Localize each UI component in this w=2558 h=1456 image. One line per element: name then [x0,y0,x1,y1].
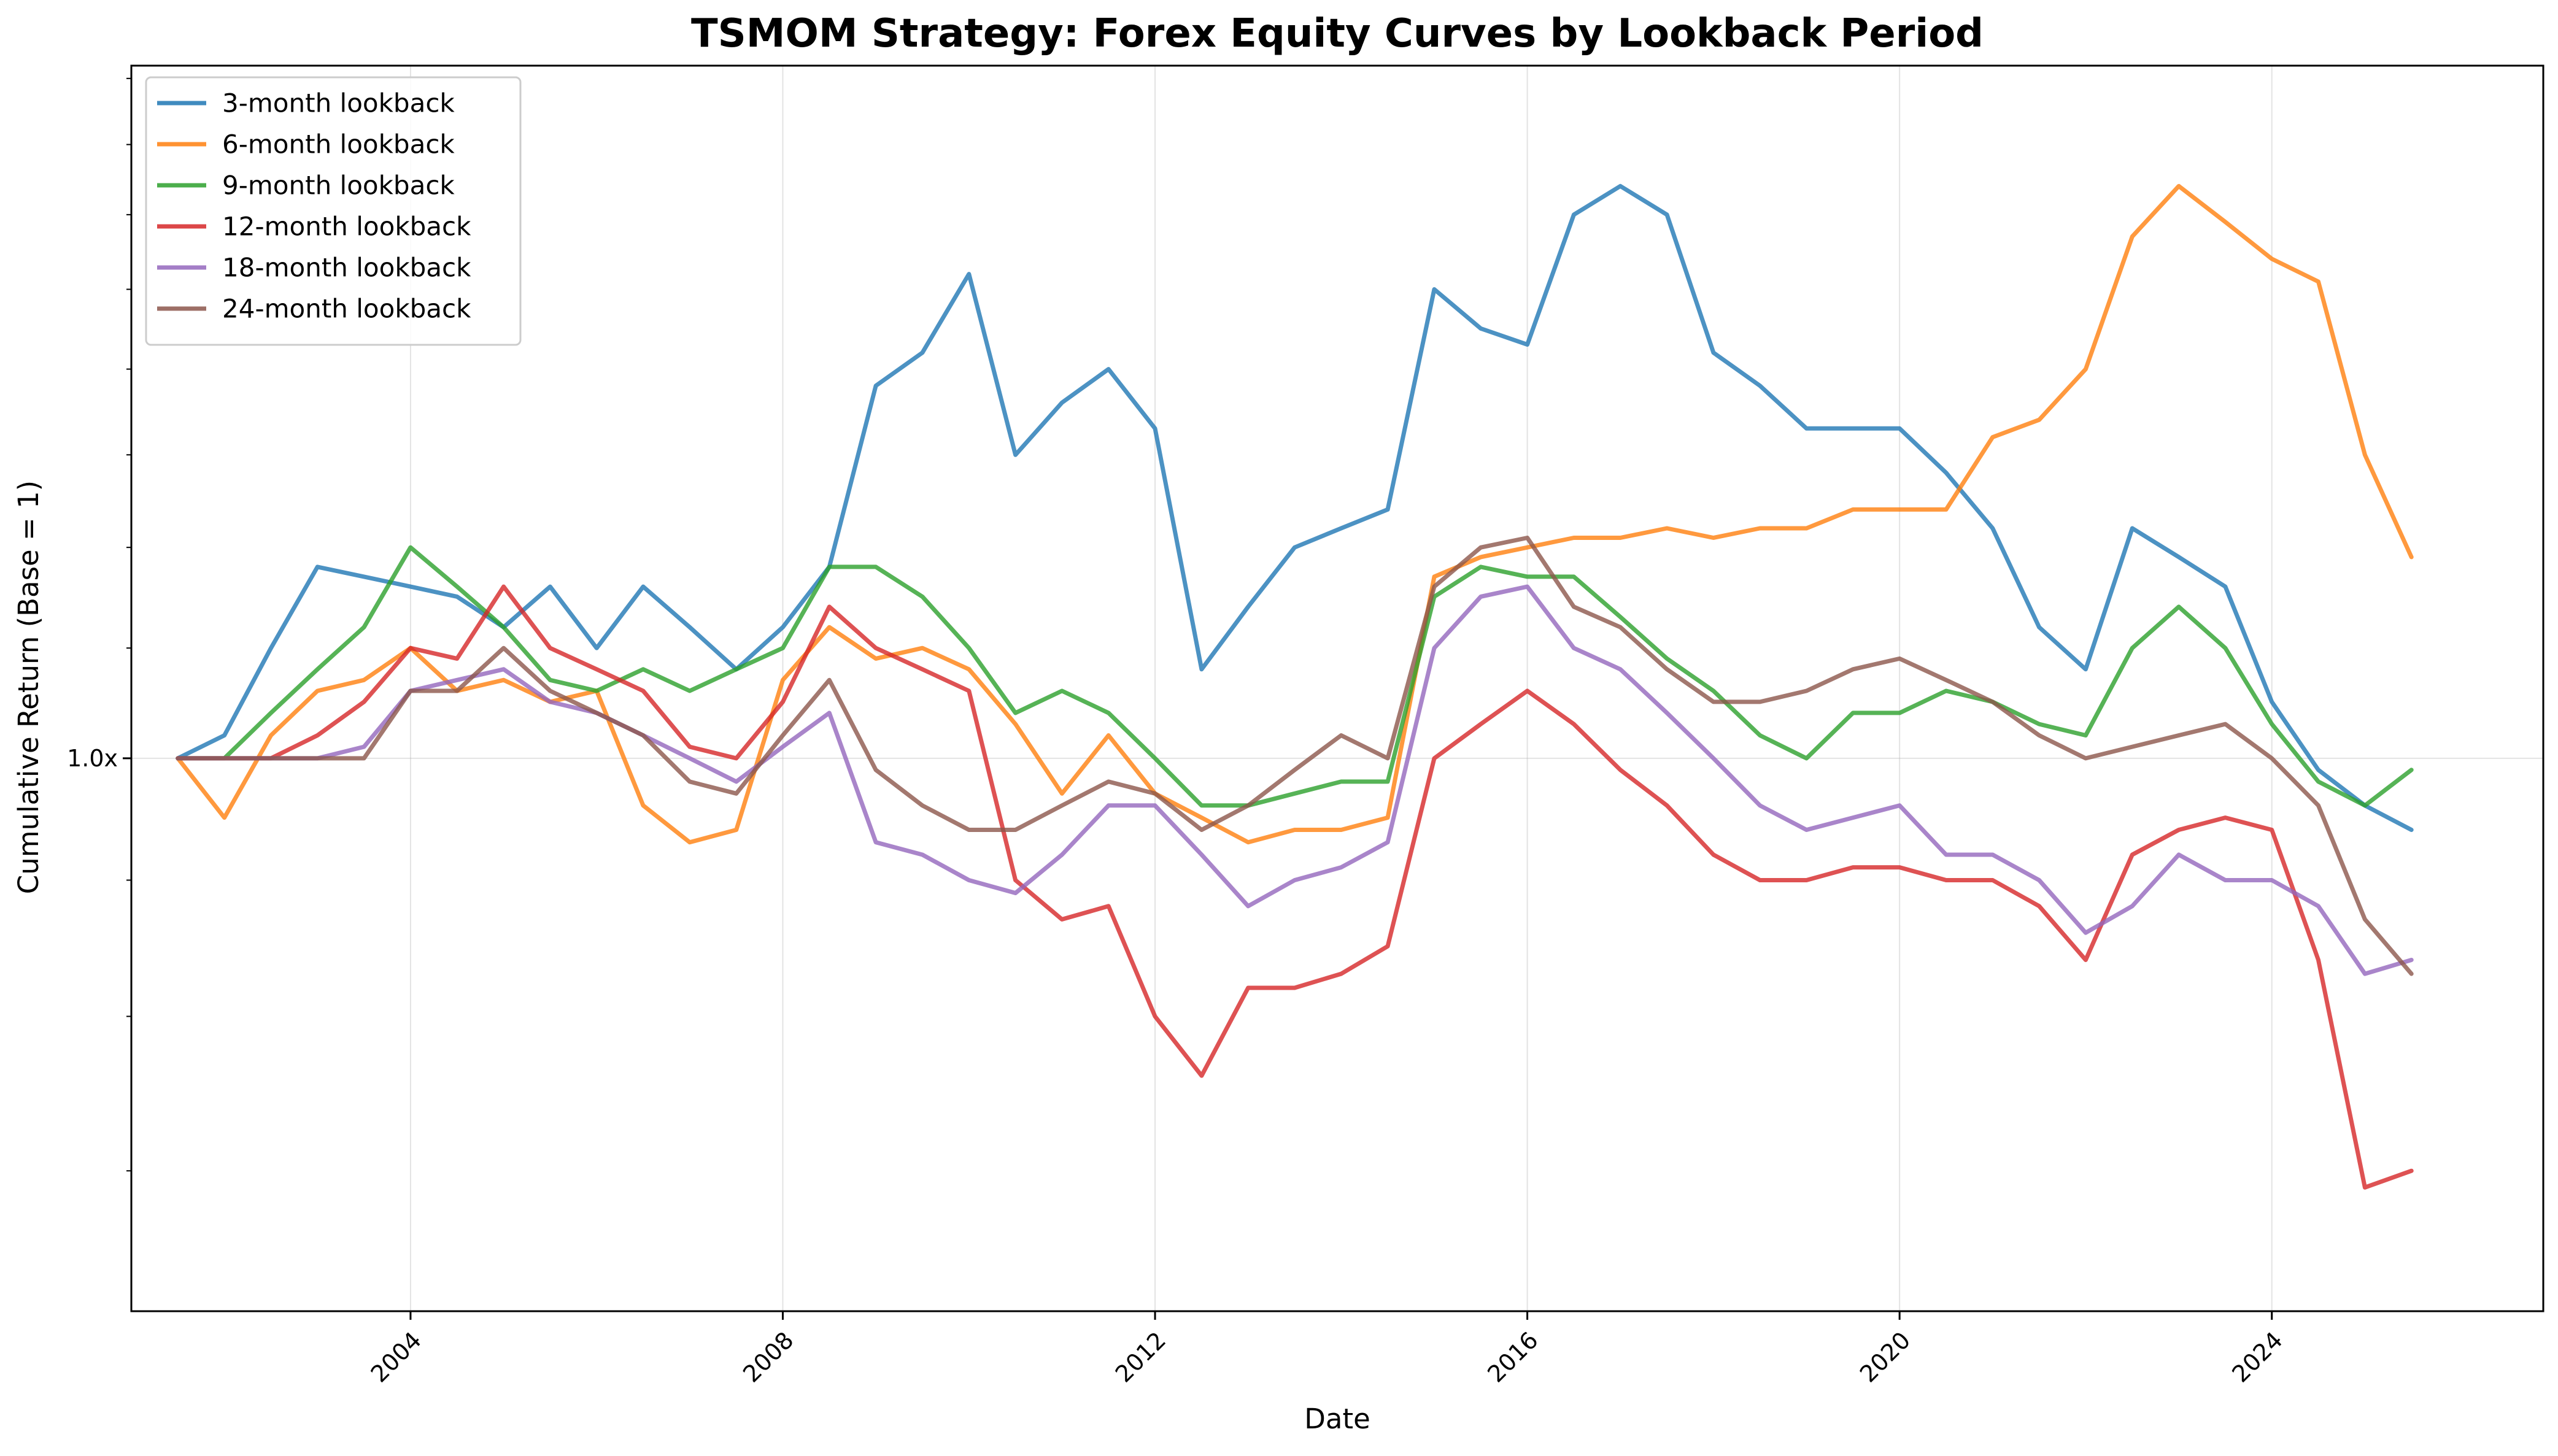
legend-label-6: 24-month lookback [222,294,471,324]
legend-label-4: 12-month lookback [222,212,471,242]
legend: 3-month lookback 6-month lookback 9-month … [145,76,522,346]
series-line-6 [176,536,2414,976]
series-line-5 [176,584,2414,976]
x-axis-label: Date [1304,1403,1370,1435]
plot-frame [130,64,2544,1312]
legend-label-2: 6-month lookback [222,129,455,160]
legend-label-5: 18-month lookback [222,253,471,283]
legend-box [145,76,522,346]
legend-label-1: 3-month lookback [222,88,455,118]
y-tick-label: 1.0x [67,745,118,772]
series-lines [176,183,2414,1190]
series-line-3 [176,545,2414,808]
series-line-4 [176,584,2414,1190]
legend-label-3: 9-month lookback [222,171,455,201]
series-line-1 [176,183,2414,832]
chart-title: TSMOM Strategy: Forex Equity Curves by L… [691,11,1984,56]
y-axis-label: Cumulative Return (Base = 1) [12,480,45,894]
